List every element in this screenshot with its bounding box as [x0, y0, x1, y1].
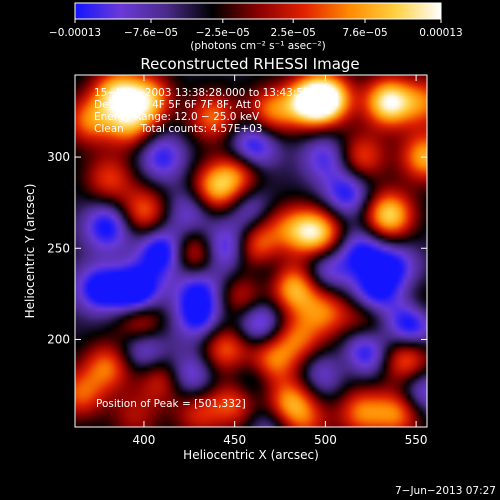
x-tick-label: 550 [405, 433, 428, 447]
y-tick-label: 300 [47, 150, 70, 164]
x-tick-label: 400 [132, 433, 155, 447]
plot-frame [74, 74, 428, 428]
colorbar-gradient [74, 2, 442, 20]
y-tick-label: 200 [47, 332, 70, 346]
observation-annotations: 15−Mar−2003 13:38:28.000 to 13:43:52.000… [94, 87, 333, 410]
annotation-total-counts: Clean Total counts: 4.57E+03 [94, 123, 263, 135]
colorbar: −0.00013 −7.6e−05 −2.5e−05 2.5e−05 7.6e−05 0.… [49, 2, 463, 52]
chart-title: Reconstructed RHESSI Image [140, 55, 359, 73]
annotation-peak-position: Position of Peak = [501,332] [96, 398, 246, 410]
colorbar-tick-label: −2.5e−05 [196, 27, 250, 39]
y-axis-label: Heliocentric Y (arcsec) [23, 184, 37, 319]
colorbar-tick-label: 2.5e−05 [271, 27, 316, 39]
footer-timestamp: 7−Jun−2013 07:27 [395, 485, 496, 497]
y-tick-label: 250 [47, 241, 70, 255]
colorbar-tick-label: 7.6e−05 [342, 27, 387, 39]
annotation-energy-range: Energy Range: 12.0 − 25.0 keV [94, 111, 260, 123]
colorbar-tick-label: 0.00013 [419, 27, 462, 39]
colorbar-unit-label: (photons cm⁻² s⁻¹ asec⁻²) [190, 40, 325, 52]
heatmap-image [75, 75, 427, 427]
colorbar-ticks: −0.00013 −7.6e−05 −2.5e−05 2.5e−05 7.6e−05 0.… [49, 19, 463, 39]
x-tick-label: 500 [314, 433, 337, 447]
colorbar-tick-label: −7.6e−05 [124, 27, 178, 39]
x-axis-label: Heliocentric X (arcsec) [183, 448, 319, 462]
y-axis-ticks: 200 250 300 [47, 150, 427, 346]
colorbar-tick-label: −0.00013 [49, 27, 101, 39]
x-tick-label: 450 [223, 433, 246, 447]
x-axis-ticks: 400 450 500 550 [132, 75, 428, 447]
heatmap-area [75, 75, 427, 427]
annotation-time-range: 15−Mar−2003 13:38:28.000 to 13:43:52.000 [94, 87, 333, 99]
annotation-detectors: Detectors: 4F 5F 6F 7F 8F, Att 0 [94, 99, 261, 111]
